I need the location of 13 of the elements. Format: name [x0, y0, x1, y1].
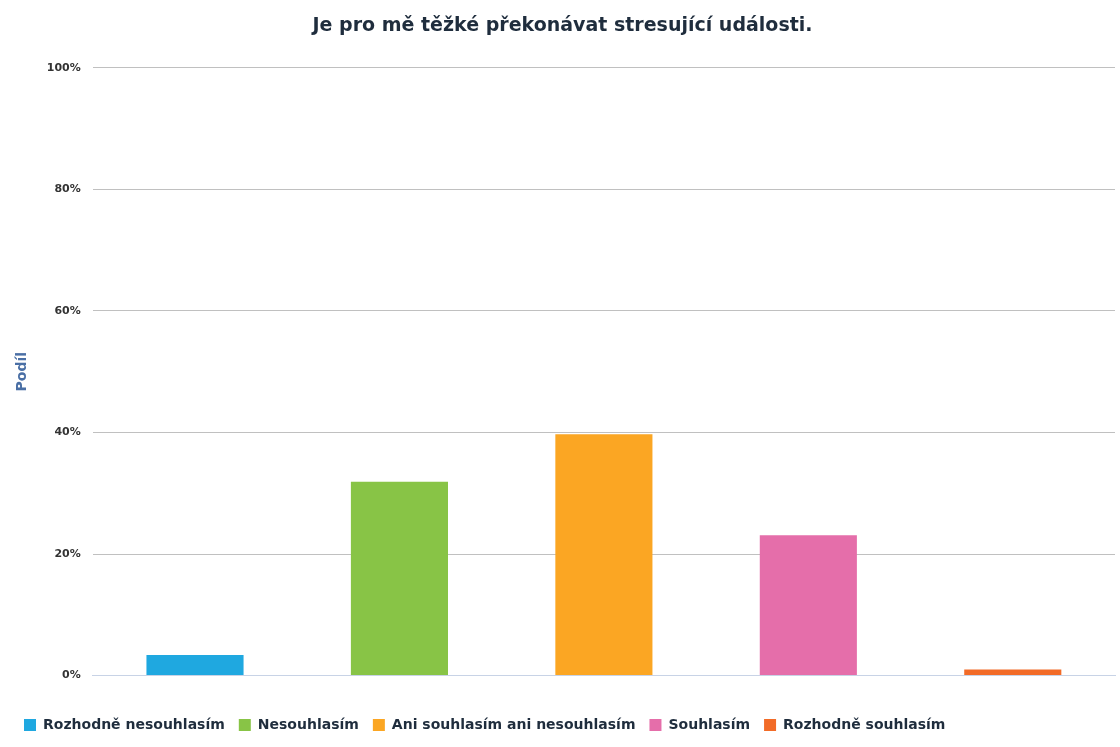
- y-axis-title: Podíl: [13, 351, 30, 392]
- y-tick-label: 0%: [62, 668, 81, 682]
- legend-label: Souhlasím: [668, 715, 751, 732]
- y-tick-label: 60%: [54, 303, 81, 317]
- legend-label: Ani souhlasím ani nesouhlasím: [391, 715, 636, 732]
- y-tick-label: 100%: [46, 60, 81, 74]
- legend-label: Rozhodně nesouhlasím: [43, 715, 225, 732]
- y-tick-label: 40%: [54, 425, 81, 439]
- legend-label: Rozhodně souhlasím: [783, 715, 946, 732]
- y-tick-label: 80%: [54, 182, 81, 196]
- chart-title: Je pro mě těžké překonávat stresující události.: [310, 13, 813, 36]
- legend-label: Nesouhlasím: [257, 715, 359, 732]
- y-tick-label: 20%: [54, 546, 81, 560]
